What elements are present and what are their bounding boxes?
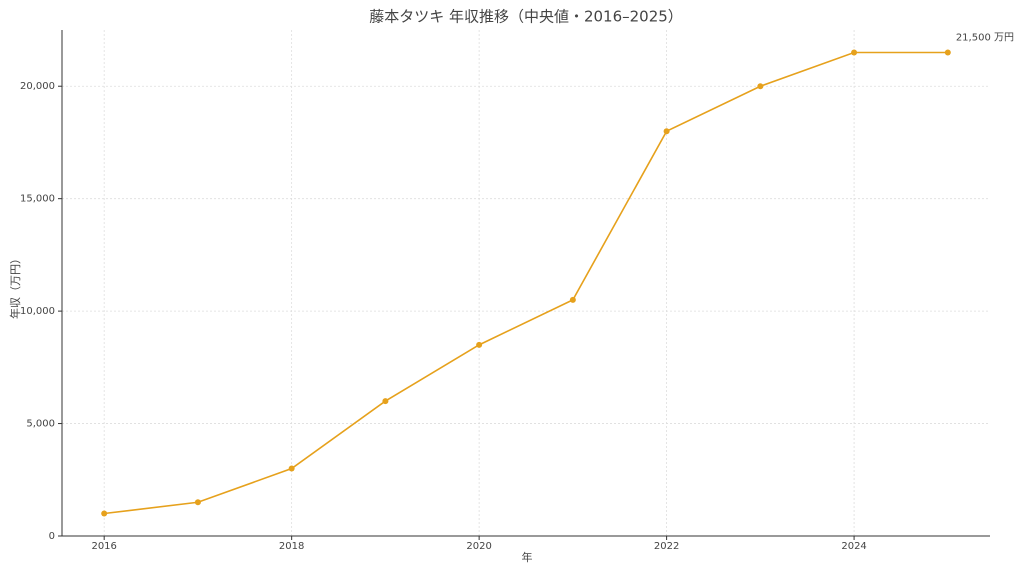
y-tick-label: 5,000 [26, 419, 55, 430]
point [569, 296, 576, 303]
y-tick-label: 10,000 [20, 306, 55, 317]
line [104, 51, 948, 515]
point [194, 499, 201, 506]
point [101, 510, 108, 517]
point [944, 49, 951, 56]
point [476, 341, 483, 348]
point [851, 49, 858, 56]
x-tick-label: 2022 [654, 541, 679, 552]
annotation: 21,500 万円 [956, 32, 1014, 43]
x-tick-label: 2018 [279, 541, 304, 552]
chart-title: 藤本タツキ 年収推移（中央値・2016–2025） [369, 8, 683, 26]
point [288, 465, 295, 472]
point [663, 128, 670, 135]
x-tick-label: 2020 [466, 541, 491, 552]
point [382, 398, 389, 405]
y-tick-label: 20,000 [20, 81, 55, 92]
y-tick-label: 0 [49, 531, 55, 542]
x-tick-label: 2016 [91, 541, 116, 552]
x-tick-label: 2024 [841, 541, 866, 552]
x-axis-label: 年 [522, 550, 533, 564]
y-tick-label: 15,000 [20, 194, 55, 205]
point [757, 83, 764, 90]
y-axis-label: 年収（万円） [8, 253, 22, 319]
